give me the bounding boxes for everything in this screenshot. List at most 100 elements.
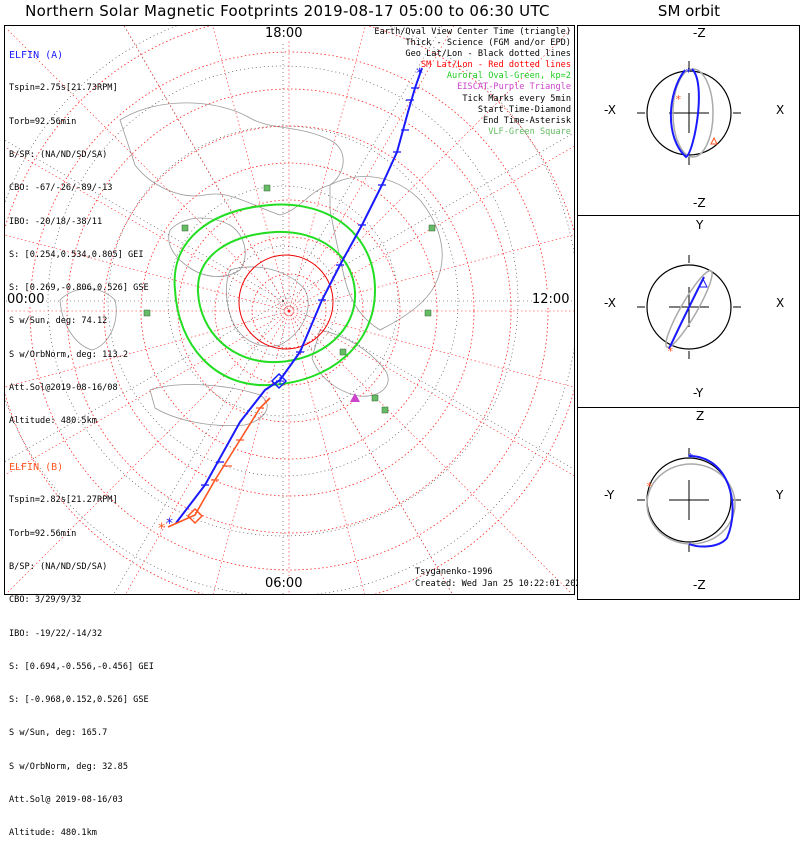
elfin-a-line: CBO: -67/-26/-89/-13 <box>9 183 113 194</box>
elfin-a-start-diamond <box>270 372 288 390</box>
vlf-station-marker <box>143 309 151 317</box>
vlf-station-marker <box>263 184 271 192</box>
land-outline <box>168 217 246 277</box>
panel2-right-label: X <box>776 296 785 310</box>
sm-longitude-line <box>288 26 366 312</box>
polar-map-frame <box>4 25 575 595</box>
sm-longitude-line <box>288 310 574 476</box>
polar-footprint-map: *** <box>5 26 574 594</box>
panel3-left-label: -Y <box>604 488 615 502</box>
geo-longitude-line <box>282 300 453 594</box>
sm-longitude-line <box>124 26 290 312</box>
sm-orbit-title: SM orbit <box>657 2 721 20</box>
legend-item: Auroral Oval-Green, kp=2 <box>446 71 571 82</box>
sm-panel-yz <box>577 407 800 600</box>
elfin-a-line: Torb=92.56min <box>9 116 77 127</box>
elfin-b-line: S w/Sun, deg: 165.7 <box>9 728 108 739</box>
sm-longitude-line <box>288 27 573 312</box>
sm-longitude-line <box>288 310 574 388</box>
elfin-b-line: CBO: 3/29/9/32 <box>9 595 82 606</box>
mlt-label-left: 00:00 <box>7 292 45 307</box>
elfin-a-line: Tspin=2.75s[21.73RPM] <box>9 83 118 94</box>
sm-pole-circle <box>238 254 334 350</box>
land-outline <box>226 266 309 347</box>
legend-item: SM Lat/Lon - Red dotted lines <box>420 60 571 71</box>
elfin-a-line: S: [0.254,0.534,0.805] GEI <box>9 249 144 260</box>
sm-longitude-line <box>5 27 290 312</box>
elfin-b-line: S: [-0.968,0.152,0.526] GSE <box>9 695 149 706</box>
elfin-a-track <box>175 67 423 524</box>
elfin-a-header: ELFIN (A) <box>9 50 64 62</box>
sm-longitude-line <box>212 26 290 312</box>
legend-item: Tick Marks every 5min <box>462 93 571 104</box>
panel3-bottom-label: -Z <box>693 578 706 592</box>
elfin-a-line: S w/Sun, deg: 74.12 <box>9 316 108 327</box>
elfin-b-line: Att.Sol@ 2019-08-16/03 <box>9 795 123 805</box>
geo-longitude-line <box>113 300 284 594</box>
sm-longitude-line <box>288 146 574 312</box>
sm-panel-xz <box>577 25 800 216</box>
legend-item: Earth/Oval View Center Time (triangle) <box>374 27 571 37</box>
elfin-a-line: IBO: -20/18/-38/11 <box>9 216 103 227</box>
mlt-label-bottom: 06:00 <box>265 576 303 591</box>
elfin-a-line: B/SP: (NA/ND/SD/SA) <box>9 150 108 161</box>
geo-longitude-line <box>5 300 284 462</box>
sm-longitude-line <box>5 310 290 594</box>
elfin-b-line: Torb=92.56min <box>9 528 77 539</box>
land-outline <box>329 176 443 331</box>
sm-longitude-line <box>5 310 290 476</box>
geo-latitude-line <box>227 245 339 357</box>
panel1-bottom-label: -Z <box>693 196 706 210</box>
elfin-b-track <box>167 397 271 528</box>
legend-item: VLF-Green Square <box>488 126 571 137</box>
geo-longitude-line <box>282 300 574 470</box>
elfin-b-line: Altitude: 480.1km <box>9 828 97 839</box>
chart-title: Northern Solar Magnetic Footprints 2019-… <box>25 2 550 20</box>
sm-longitude-line <box>288 310 573 594</box>
sm-longitude-line <box>288 310 453 594</box>
panel3-top-label: Z <box>696 409 705 423</box>
land-outline <box>311 329 389 397</box>
elfin-b-start-diamond <box>186 507 204 525</box>
geo-longitude-line <box>123 26 284 302</box>
elfin-a-line: S: [0.269,-0.806,0.526] GSE <box>9 283 149 294</box>
mlt-label-top: 18:00 <box>265 26 303 41</box>
elfin-b-end-asterisk: * <box>158 521 165 537</box>
legend-item: Geo Lat/Lon - Black dotted lines <box>405 49 571 60</box>
sm-latitude-circle <box>66 88 512 534</box>
vlf-station-marker <box>424 309 432 317</box>
panel1-right-label: X <box>776 103 785 117</box>
elfin-a-center-mark <box>276 377 284 385</box>
vlf-station-marker <box>181 224 189 232</box>
sm-latitude-circle <box>214 236 364 386</box>
elfin-a-asterisk: * <box>416 66 423 82</box>
elfin-a-info: ELFIN (A) Tspin=2.75s[21.73RPM] Torb=92.… <box>9 28 149 438</box>
geo-latitude-line <box>47 65 519 537</box>
elfin-b-line: Tspin=2.82s[21.27RPM] <box>9 495 118 506</box>
panel3-right-label: Y <box>776 488 784 502</box>
footer-created: Created: Wed Jan 25 10:22:01 2023 <box>415 579 586 589</box>
map-content: *** <box>5 26 574 594</box>
panel2-bottom-label: -Y <box>693 386 704 400</box>
vlf-station-marker <box>371 394 379 402</box>
footer-credit: Tsyganenko-1996 <box>415 567 493 577</box>
mlt-label-right: 12:00 <box>532 292 570 307</box>
sm-longitude-line <box>5 234 290 312</box>
sm-longitude-line <box>5 146 290 312</box>
panel1-left-label: -X <box>604 103 616 117</box>
geo-longitude-line <box>5 140 284 302</box>
panel2-top-label: Y <box>696 218 704 232</box>
panel1-top-label: -Z <box>693 26 706 40</box>
legend: Earth/Oval View Center Time (triangle) Th… <box>374 27 571 138</box>
sm-latitude-circle <box>29 51 549 571</box>
legend-item: End Time-Asterisk <box>483 115 571 126</box>
land-outline <box>149 384 268 426</box>
geo-latitude-line <box>167 185 399 417</box>
elfin-b-line: IBO: -19/22/-14/32 <box>9 628 103 639</box>
legend-item: Thick - Science (FGM and/or EPD) <box>405 38 571 49</box>
elfin-b-line: B/SP: (NA/ND/SD/SA) <box>9 562 108 573</box>
elfin-b-line: S w/OrbNorm, deg: 32.85 <box>9 761 128 772</box>
panel2-left-label: -X <box>604 296 616 310</box>
elfin-a-line: Altitude: 480.5km <box>9 416 97 427</box>
eiscat-marker <box>350 393 360 402</box>
